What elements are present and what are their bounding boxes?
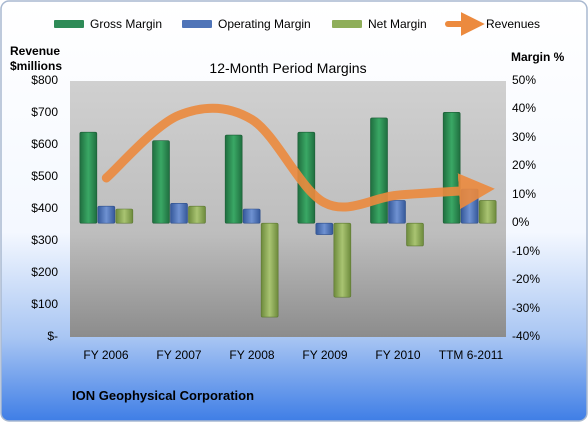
bar-net-margin [478, 200, 497, 224]
left-tick: $300 [31, 233, 58, 247]
bar-gross-margin [79, 131, 98, 224]
right-tick: -20% [512, 272, 541, 286]
legend-label: Net Margin [368, 17, 427, 31]
right-axis-title: Margin % [511, 50, 565, 64]
right-tick: 40% [512, 101, 537, 115]
bar-net-margin [406, 222, 424, 247]
x-category-label: FY 2006 [83, 348, 129, 362]
right-tick: 10% [512, 187, 537, 201]
left-tick: $500 [31, 169, 58, 183]
left-axis-title-line1: Revenue [10, 44, 61, 58]
legend-gross-margin: Gross Margin [54, 14, 162, 34]
bar-operating-margin [97, 205, 116, 224]
left-tick: $400 [31, 201, 58, 215]
bar-operating-margin [170, 203, 188, 224]
legend-swatch-net [332, 20, 362, 28]
left-axis-title-line2: $millions [10, 59, 63, 73]
left-tick: $700 [31, 105, 58, 119]
bar-operating-margin [242, 208, 261, 224]
bar-operating-margin [388, 200, 406, 224]
right-tick: 50% [512, 73, 537, 87]
legend-revenues: Revenues [486, 14, 540, 34]
plot-area [70, 81, 506, 337]
bar-net-margin [188, 205, 206, 224]
bar-gross-margin [224, 134, 243, 224]
right-tick: 0% [512, 215, 530, 229]
bar-net-margin [333, 222, 352, 298]
revenue-line [101, 103, 495, 212]
legend-swatch-operating [182, 20, 212, 28]
left-tick: $600 [31, 137, 58, 151]
legend-swatch-gross [54, 20, 84, 28]
bar-operating-margin [315, 222, 334, 235]
right-tick: 20% [512, 158, 537, 172]
x-category-label: FY 2010 [375, 348, 421, 362]
bar-net-margin [260, 222, 279, 318]
left-tick: $800 [31, 73, 58, 87]
legend-label: Operating Margin [218, 17, 311, 31]
x-category-label: FY 2008 [229, 348, 275, 362]
left-tick: $200 [31, 265, 58, 279]
bar-gross-margin [442, 111, 461, 224]
left-tick: $- [47, 329, 58, 343]
right-tick: 30% [512, 130, 537, 144]
right-tick: -40% [512, 329, 541, 343]
x-category-label: FY 2007 [156, 348, 202, 362]
company-name: ION Geophysical Corporation [72, 388, 255, 403]
right-tick: -30% [512, 301, 541, 315]
left-axis-title: Revenue $millions [10, 44, 62, 74]
legend-label: Gross Margin [90, 17, 163, 31]
legend-operating-margin: Operating Margin [182, 14, 311, 34]
left-tick: $100 [31, 297, 58, 311]
legend-net-margin: Net Margin [332, 14, 427, 34]
x-category-label: FY 2009 [302, 348, 348, 362]
bar-gross-margin [370, 117, 388, 224]
legend-label: Revenues [486, 17, 541, 31]
x-category-label: TTM 6-2011 [438, 348, 504, 362]
bar-net-margin [115, 208, 134, 224]
right-tick: -10% [512, 244, 541, 258]
revenue-line-group [101, 103, 495, 212]
bar-gross-margin [152, 140, 170, 224]
chart-title: 12-Month Period Margins [209, 60, 367, 76]
